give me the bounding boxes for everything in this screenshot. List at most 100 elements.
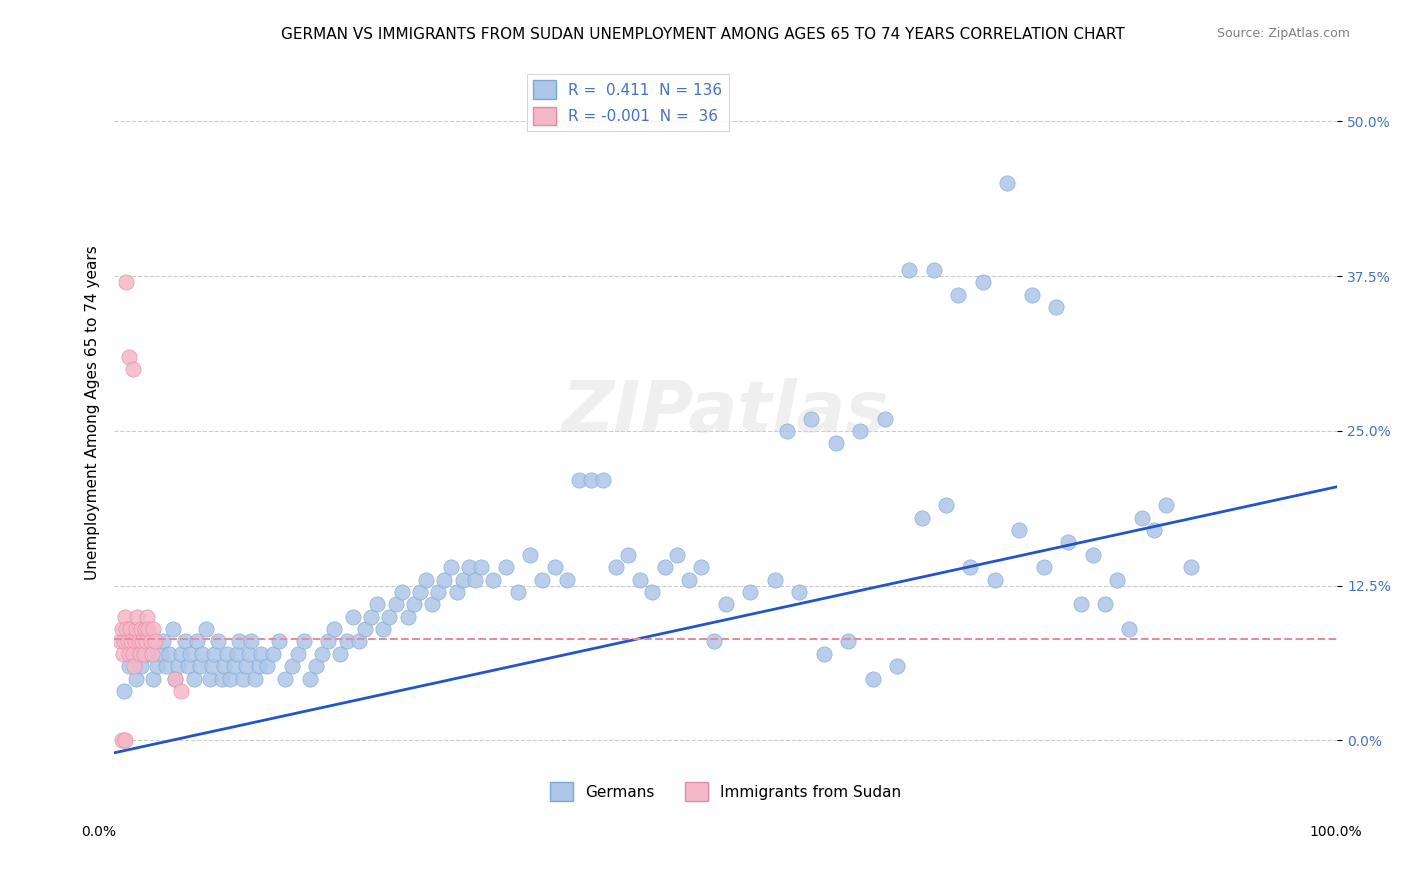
Point <box>211 672 233 686</box>
Point <box>409 585 432 599</box>
Point <box>396 609 419 624</box>
Point <box>1154 498 1177 512</box>
Point <box>274 672 297 686</box>
Point <box>188 659 211 673</box>
Point <box>176 659 198 673</box>
Point <box>128 634 150 648</box>
Point <box>1118 622 1140 636</box>
Point <box>235 659 257 673</box>
Point <box>342 609 364 624</box>
Point <box>972 276 994 290</box>
Point <box>232 672 254 686</box>
Point <box>131 634 153 648</box>
Point <box>1180 560 1202 574</box>
Point <box>690 560 713 574</box>
Point <box>763 573 786 587</box>
Point <box>298 672 321 686</box>
Point <box>433 573 456 587</box>
Point <box>149 647 172 661</box>
Point <box>125 622 148 636</box>
Point <box>112 733 135 747</box>
Point <box>152 634 174 648</box>
Point <box>240 634 263 648</box>
Point <box>114 733 136 747</box>
Point <box>111 647 134 661</box>
Point <box>654 560 676 574</box>
Point <box>378 609 401 624</box>
Point <box>373 622 395 636</box>
Text: GERMAN VS IMMIGRANTS FROM SUDAN UNEMPLOYMENT AMONG AGES 65 TO 74 YEARS CORRELATI: GERMAN VS IMMIGRANTS FROM SUDAN UNEMPLOY… <box>281 27 1125 42</box>
Point <box>238 647 260 661</box>
Point <box>112 684 135 698</box>
Point <box>470 560 492 574</box>
Point <box>112 634 135 648</box>
Point <box>311 647 333 661</box>
Point <box>1094 597 1116 611</box>
Point <box>122 659 145 673</box>
Point <box>391 585 413 599</box>
Point <box>568 474 591 488</box>
Point <box>143 634 166 648</box>
Point <box>269 634 291 648</box>
Point <box>451 573 474 587</box>
Point <box>121 362 143 376</box>
Text: 100.0%: 100.0% <box>1309 825 1362 839</box>
Point <box>135 634 157 648</box>
Point <box>215 647 238 661</box>
Point <box>849 424 872 438</box>
Point <box>910 510 932 524</box>
Point <box>186 634 208 648</box>
Point <box>446 585 468 599</box>
Point <box>825 436 848 450</box>
Point <box>114 609 136 624</box>
Point <box>458 560 481 574</box>
Point <box>678 573 700 587</box>
Point <box>124 634 146 648</box>
Point <box>138 647 160 661</box>
Point <box>837 634 859 648</box>
Point <box>191 647 214 661</box>
Point <box>959 560 981 574</box>
Point <box>1143 523 1166 537</box>
Point <box>543 560 565 574</box>
Point <box>166 659 188 673</box>
Point <box>139 634 162 648</box>
Point <box>128 647 150 661</box>
Point <box>134 622 156 636</box>
Text: 0.0%: 0.0% <box>82 825 115 839</box>
Point <box>214 659 236 673</box>
Point <box>162 622 184 636</box>
Point <box>862 672 884 686</box>
Point <box>347 634 370 648</box>
Point <box>886 659 908 673</box>
Point <box>157 647 180 661</box>
Point <box>1057 535 1080 549</box>
Point <box>519 548 541 562</box>
Point <box>118 647 141 661</box>
Point <box>134 622 156 636</box>
Point <box>592 474 614 488</box>
Point <box>142 672 165 686</box>
Point <box>495 560 517 574</box>
Point <box>336 634 359 648</box>
Point <box>776 424 799 438</box>
Point <box>128 634 150 648</box>
Point <box>243 672 266 686</box>
Point <box>250 647 273 661</box>
Point <box>813 647 835 661</box>
Point <box>787 585 810 599</box>
Point <box>125 672 148 686</box>
Point <box>179 647 201 661</box>
Point <box>247 659 270 673</box>
Point <box>262 647 284 661</box>
Point <box>170 647 193 661</box>
Point <box>482 573 505 587</box>
Point <box>198 672 221 686</box>
Point <box>948 287 970 301</box>
Point <box>118 659 141 673</box>
Point <box>581 474 603 488</box>
Point <box>384 597 406 611</box>
Point <box>155 659 177 673</box>
Point <box>464 573 486 587</box>
Point <box>256 659 278 673</box>
